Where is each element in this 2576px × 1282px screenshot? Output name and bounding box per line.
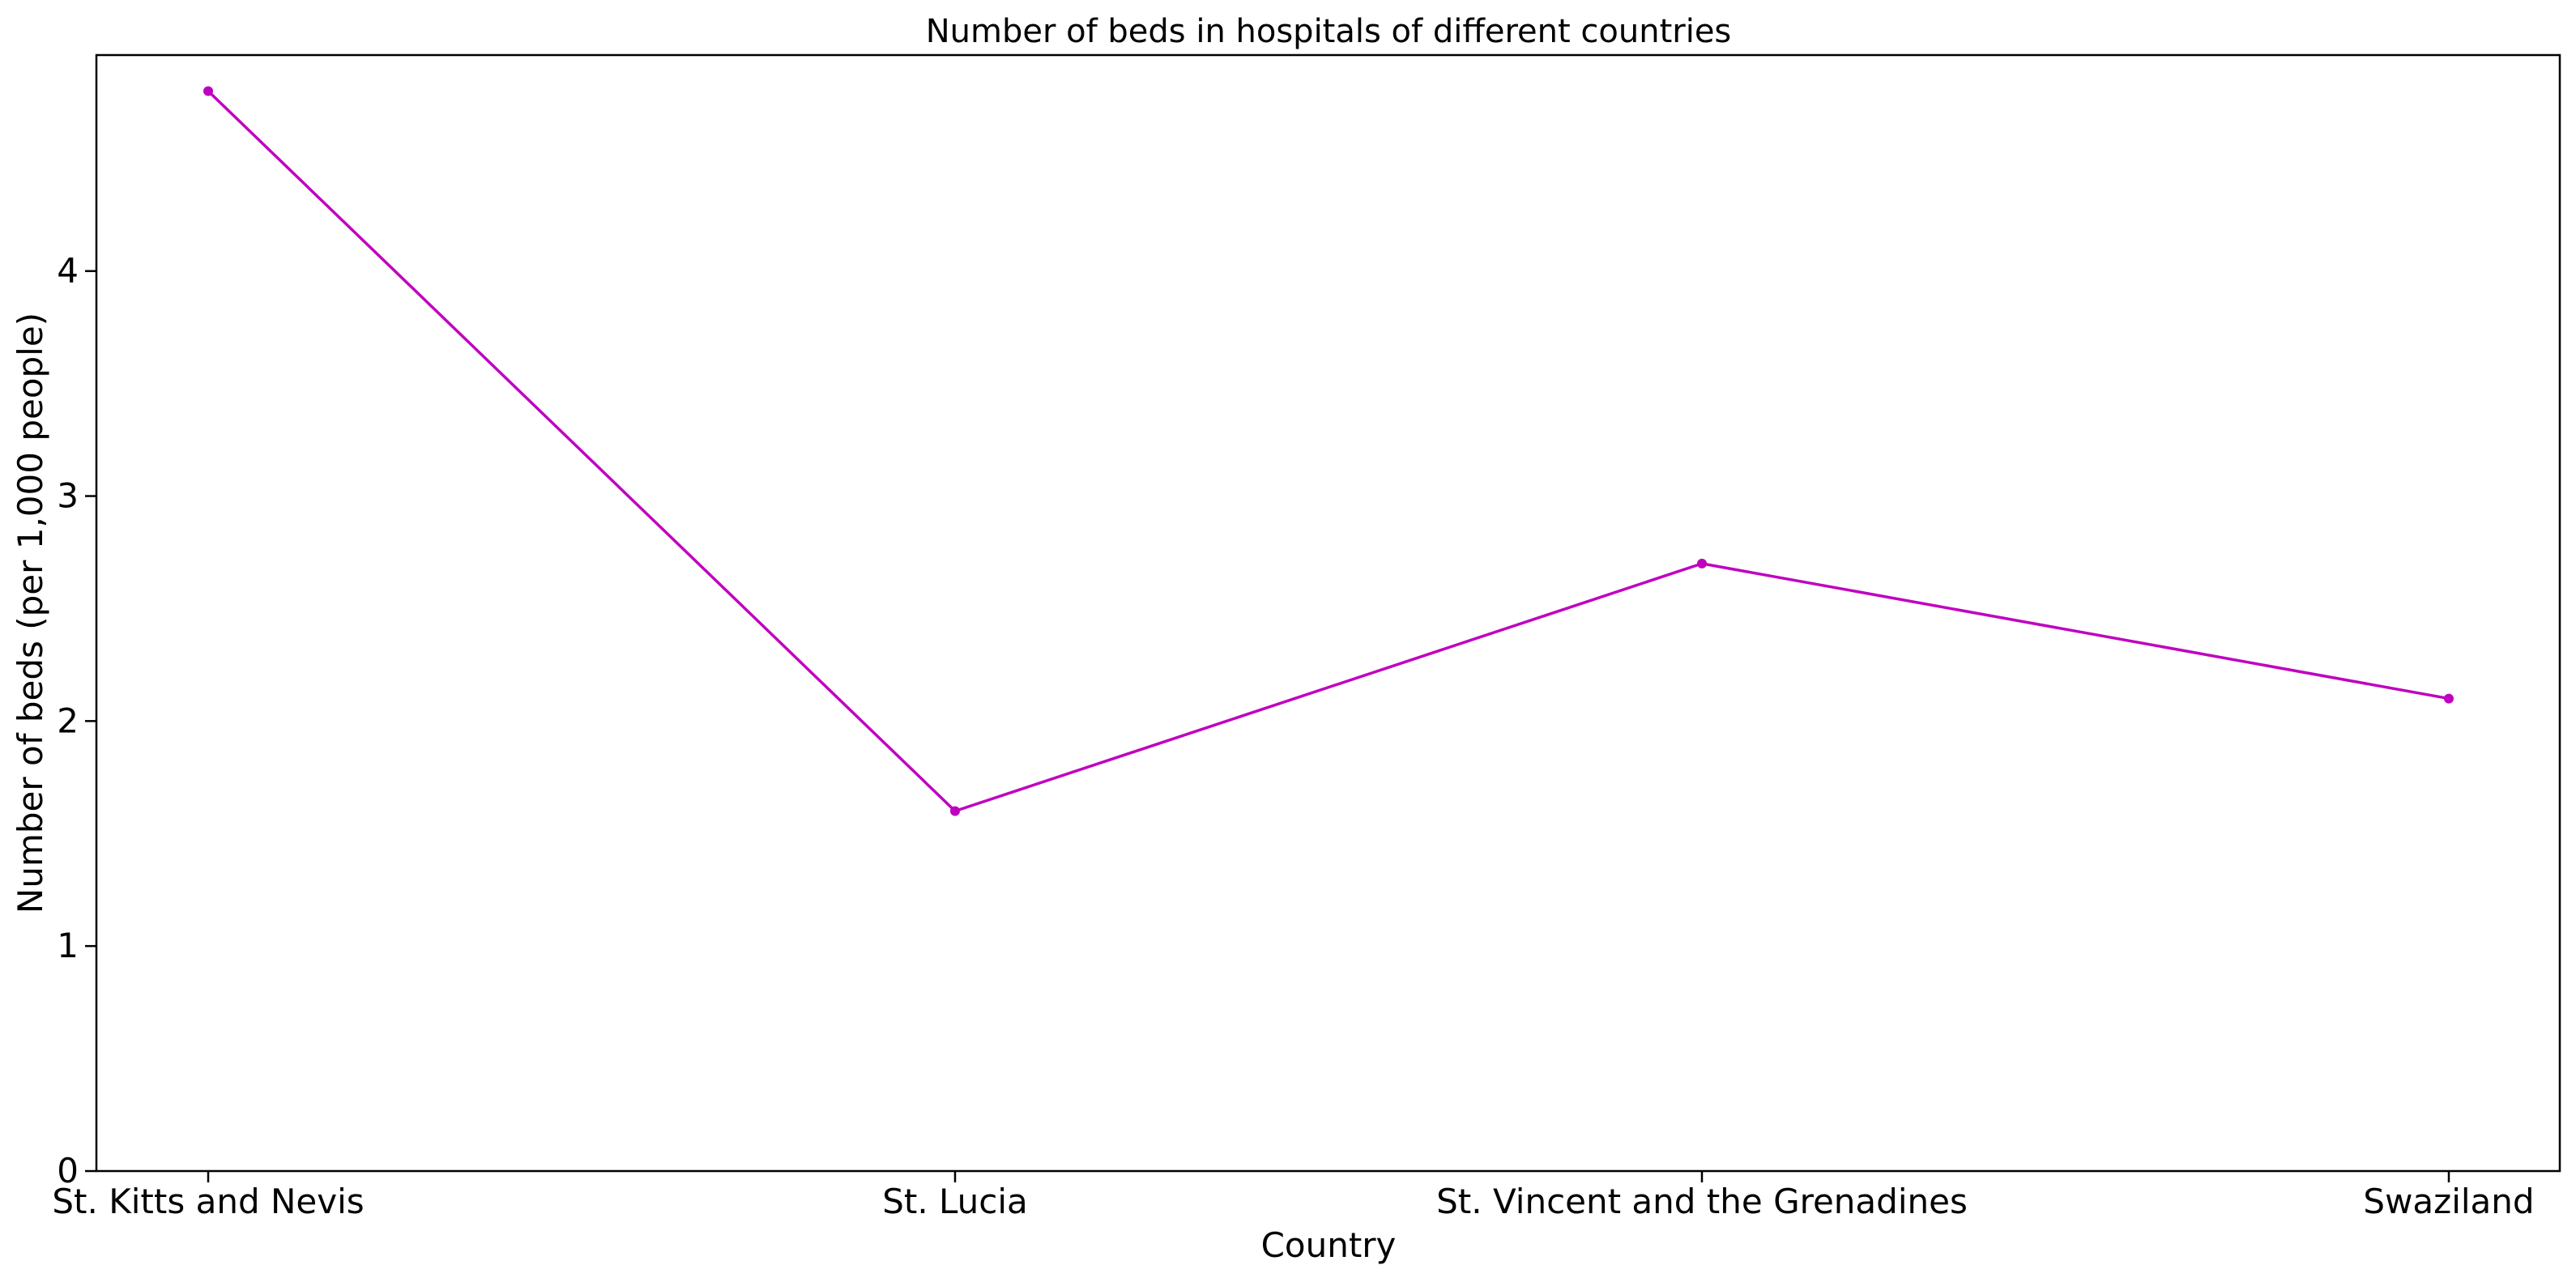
data-point [1697,558,1707,569]
x-axis-ticks: St. Kitts and Nevis St. Lucia St. Vincent … [52,1171,2535,1221]
series-group [203,86,2454,816]
data-point [950,806,960,816]
series-line [207,90,2450,813]
y-axis-label: Number of beds (per 1,000 people) [11,313,50,914]
y-tick-label: 2 [57,701,79,740]
data-point [203,86,213,96]
x-tick-label: St. Vincent and the Grenadines [1436,1182,1968,1221]
y-tick-label: 4 [57,251,79,291]
chart-title: Number of beds in hospitals of different… [926,13,1732,50]
x-tick-label: St. Lucia [882,1182,1028,1221]
y-tick-label: 0 [57,1151,79,1190]
y-tick-label: 3 [57,476,79,516]
x-axis-label: Country [1261,1225,1397,1265]
x-tick-label: St. Kitts and Nevis [52,1182,364,1221]
plot-area-frame [95,53,2561,1173]
x-tick-label: Swaziland [2363,1182,2534,1221]
y-axis-ticks: 0 1 2 3 4 [57,251,96,1190]
data-point [2444,693,2454,704]
y-tick-label: 1 [57,926,79,965]
